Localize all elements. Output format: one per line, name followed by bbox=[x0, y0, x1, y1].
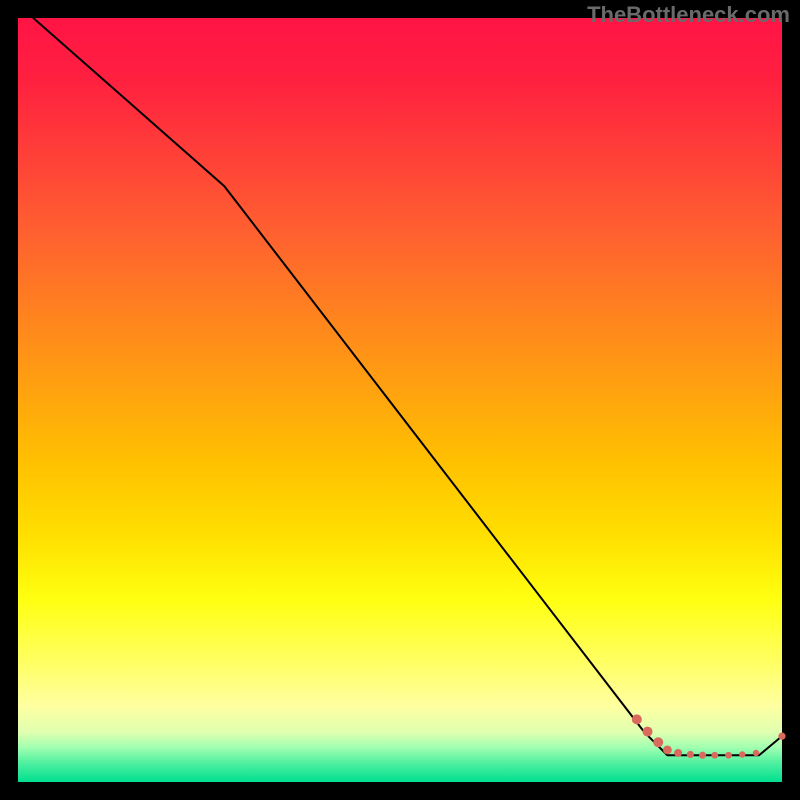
data-marker bbox=[632, 714, 642, 724]
curve-line bbox=[33, 18, 782, 755]
data-marker bbox=[739, 751, 745, 757]
data-marker bbox=[687, 751, 694, 758]
data-marker bbox=[663, 746, 672, 755]
data-marker bbox=[725, 752, 732, 759]
watermark-text: TheBottleneck.com bbox=[587, 2, 790, 28]
data-marker bbox=[643, 727, 653, 737]
data-marker bbox=[711, 752, 718, 759]
chart-container: TheBottleneck.com bbox=[0, 0, 800, 800]
data-marker bbox=[753, 750, 759, 756]
data-marker bbox=[778, 733, 785, 740]
data-marker bbox=[674, 749, 682, 757]
data-marker bbox=[699, 752, 706, 759]
chart-overlay bbox=[0, 0, 800, 800]
data-marker bbox=[653, 737, 663, 747]
